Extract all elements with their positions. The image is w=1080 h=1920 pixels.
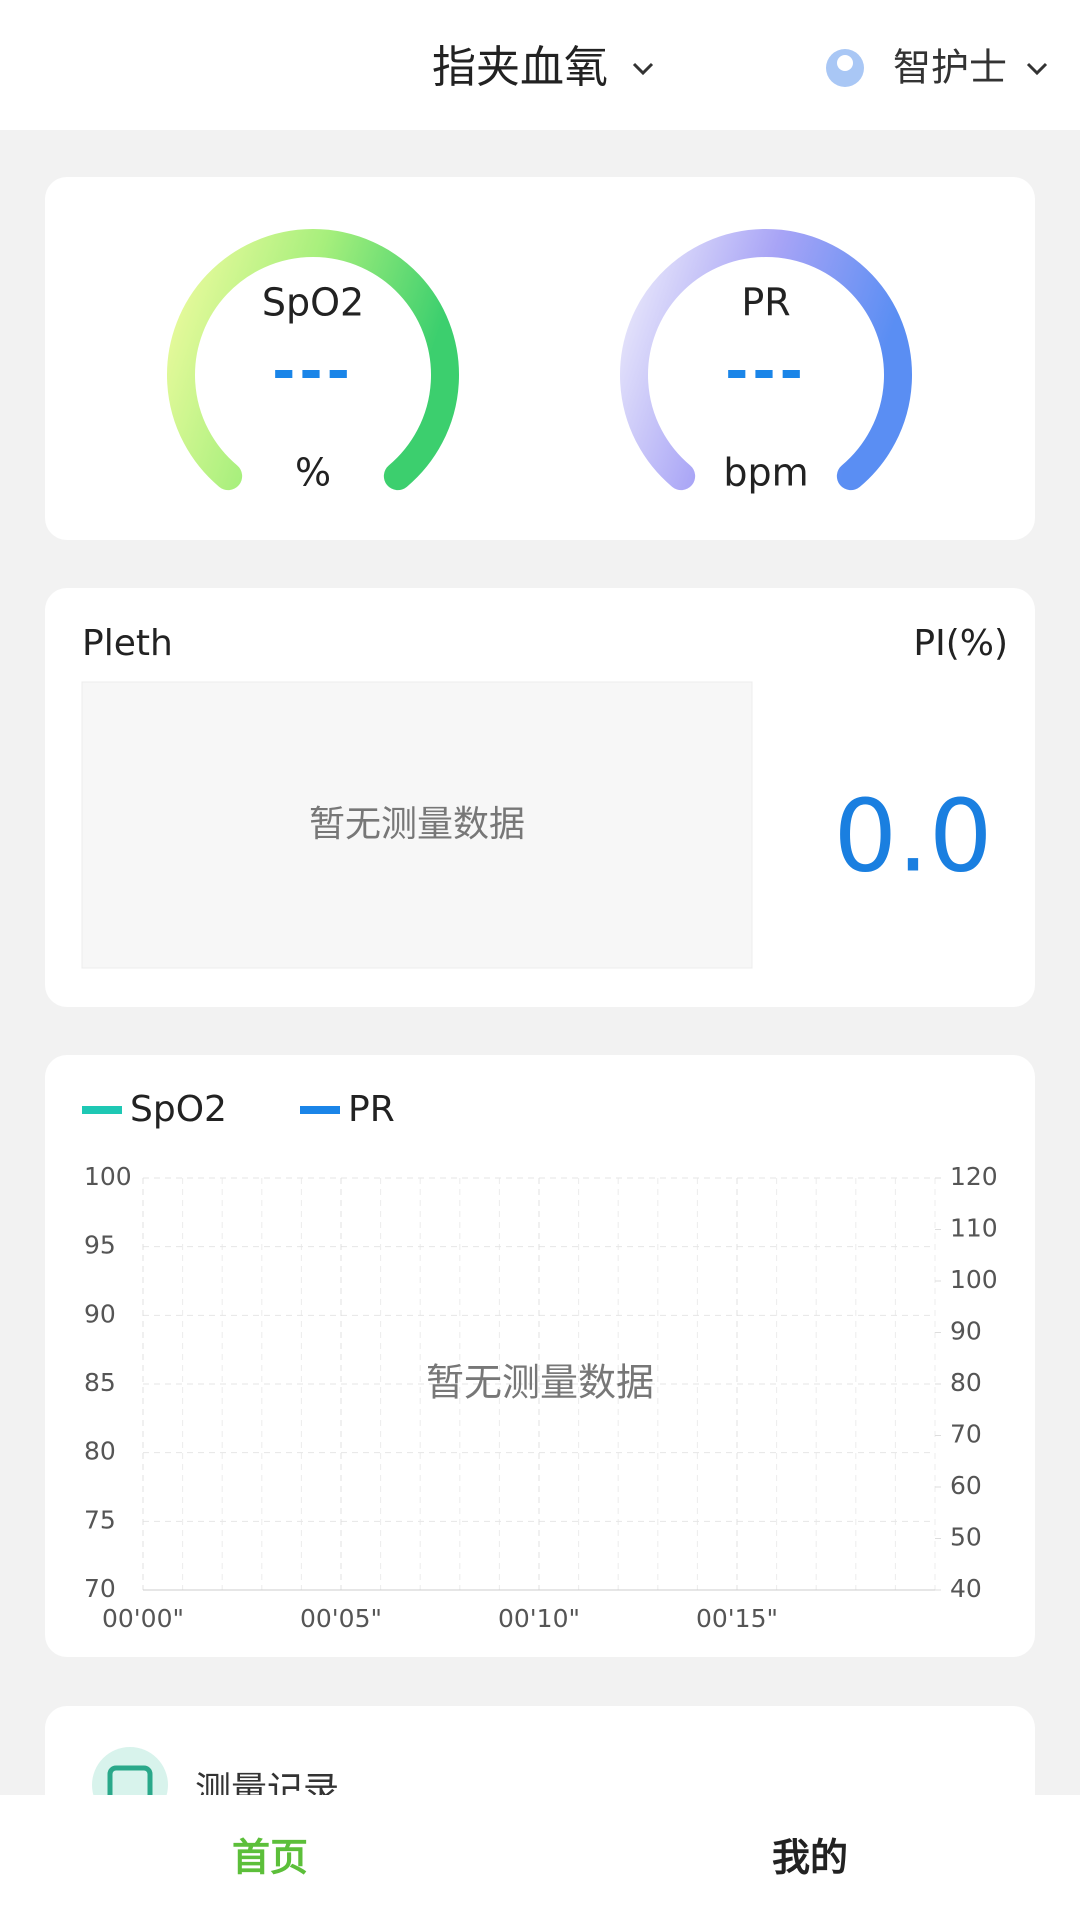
gauge-arc (167, 229, 459, 491)
nav-mine[interactable]: 我的 (772, 1836, 848, 1880)
y-tick-label: 95 (84, 1231, 116, 1260)
y-tick-label: 85 (84, 1368, 116, 1397)
x-tick-label: 00'05" (300, 1604, 382, 1633)
y2-tick-label: 60 (950, 1471, 982, 1500)
trend-empty: 暂无测量数据 (426, 1361, 654, 1405)
legend-swatch (300, 1106, 340, 1114)
legend-swatch (82, 1106, 122, 1114)
y2-tick-label: 90 (950, 1317, 982, 1346)
y-tick-label: 70 (84, 1574, 116, 1603)
gauge-arc (620, 229, 912, 491)
gauge-value: --- (272, 339, 354, 404)
y2-tick-label: 50 (950, 1523, 982, 1552)
bottom-nav (0, 1795, 1080, 1920)
y2-tick-label: 40 (950, 1574, 982, 1603)
pleth-title: Pleth (82, 623, 173, 664)
y2-tick-label: 120 (950, 1162, 998, 1191)
pleth-area (81, 681, 753, 969)
y2-tick-label: 110 (950, 1214, 998, 1243)
y2-tick-label: 70 (950, 1420, 982, 1449)
gauge-card (45, 177, 1035, 540)
trend-card (45, 1055, 1035, 1657)
avatar-head (837, 55, 853, 71)
legend-label: PR (348, 1089, 395, 1130)
pi-label: PI(%) (913, 623, 1008, 664)
chevron[interactable] (1026, 62, 1048, 76)
trend-chart: SpO2 PR 70 75 80 85 90 95 100 40 50 60 70 80 90 100 110 1… (82, 1089, 998, 1633)
user-name[interactable]: 智护士 (893, 46, 1007, 90)
x-tick-label: 00'10" (498, 1604, 580, 1633)
y2-tick-label: 100 (950, 1265, 998, 1294)
gauge-label: SpO2 (262, 281, 364, 325)
gauge-unit: % (295, 451, 331, 495)
y-tick-label: 75 (84, 1505, 116, 1534)
device-title[interactable]: 指夹血氧 (432, 42, 608, 93)
x-tick-label: 00'00" (102, 1604, 184, 1633)
chevron[interactable] (632, 62, 654, 76)
gauge-value: --- (725, 339, 807, 404)
x-tick-label: 00'15" (696, 1604, 778, 1633)
y2-tick-label: 80 (950, 1368, 982, 1397)
pleth-empty: 暂无测量数据 (309, 804, 525, 845)
y-tick-label: 100 (84, 1162, 132, 1191)
y-tick-label: 90 (84, 1299, 116, 1328)
top-bar (0, 0, 1080, 130)
pi-value: 0.0 (833, 777, 992, 894)
nav-home[interactable]: 首页 (232, 1836, 308, 1880)
gauge-label: PR (741, 281, 790, 325)
y-tick-label: 80 (84, 1437, 116, 1466)
gauge-unit: bpm (723, 451, 808, 495)
legend-label: SpO2 (130, 1089, 227, 1130)
gauges: SpO2 ---% PR --- bpm (167, 229, 912, 495)
